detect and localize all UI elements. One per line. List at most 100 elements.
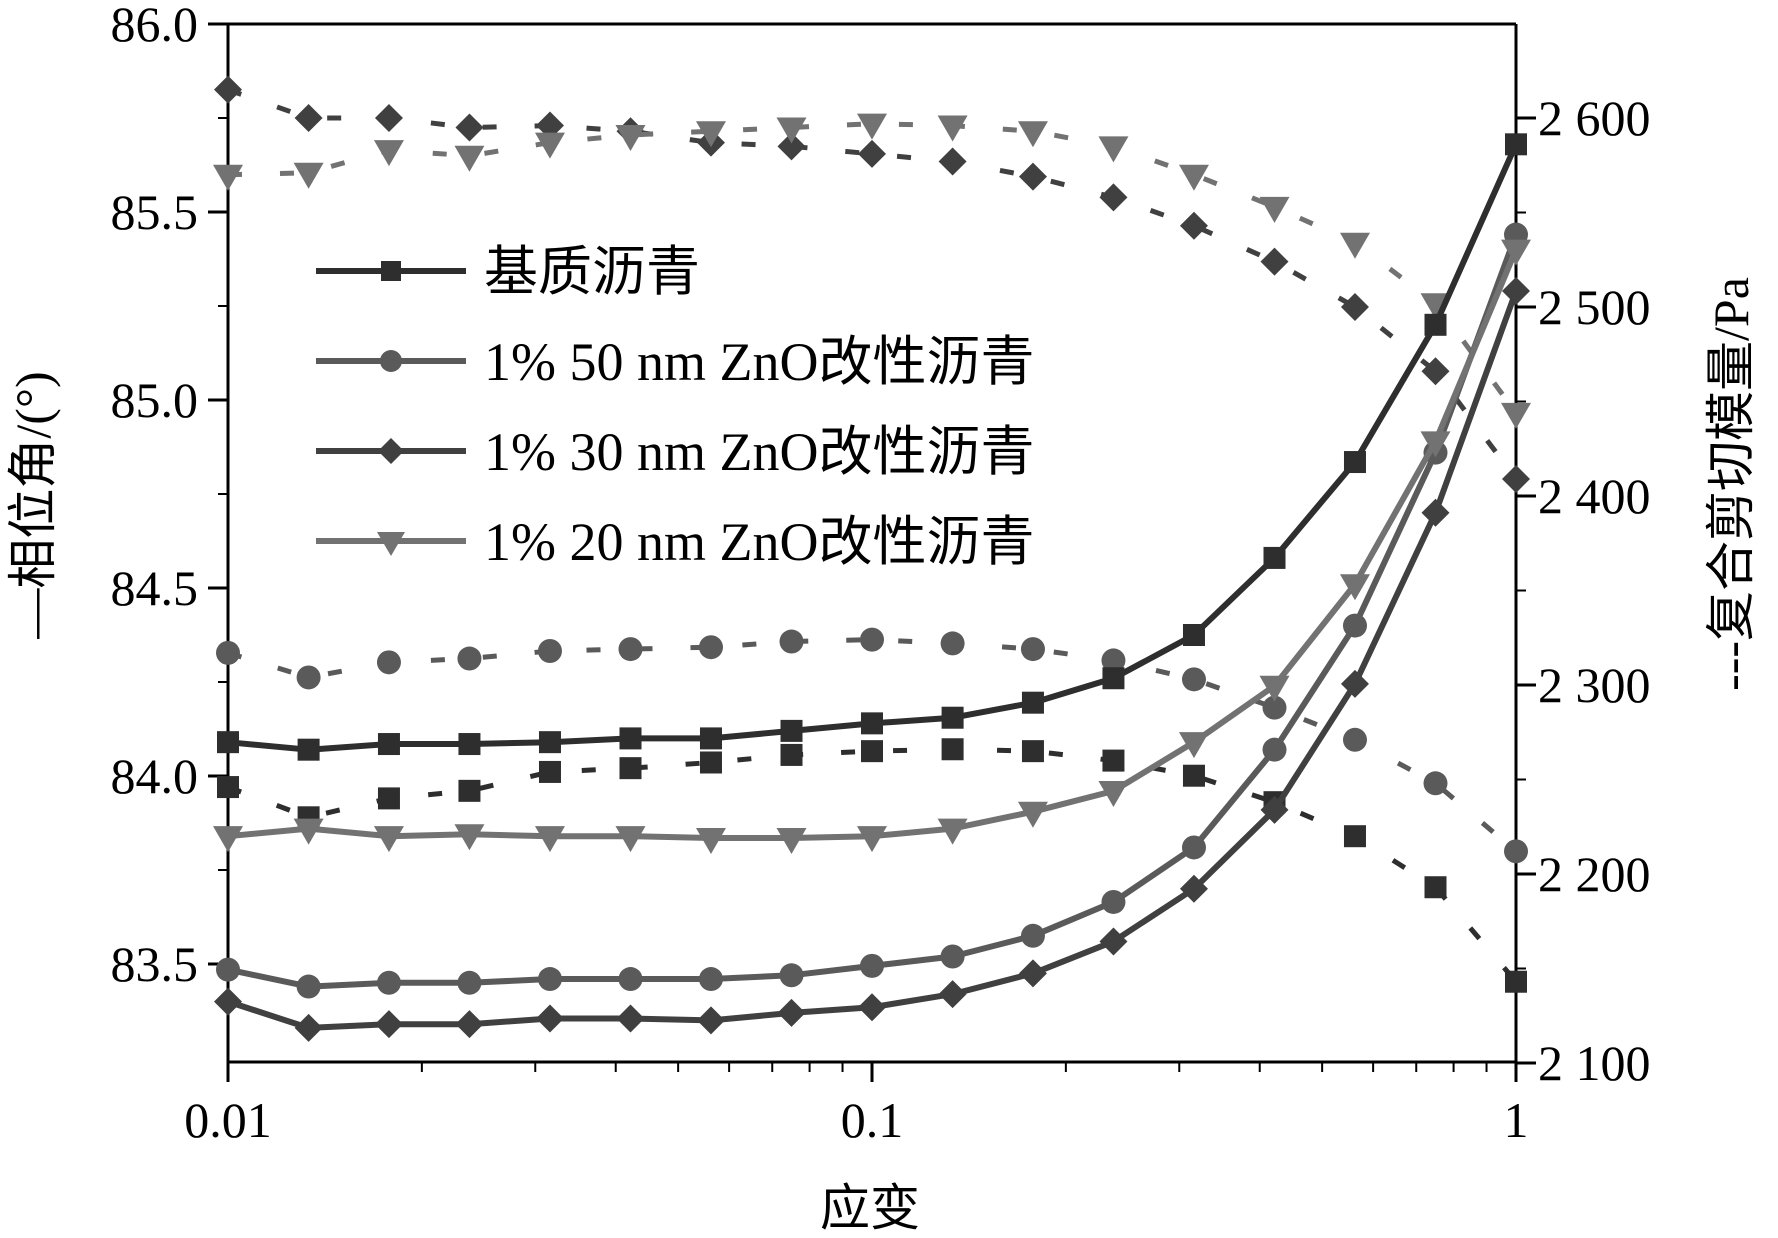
y-axis-title-right: ---复合剪切模量/Pa	[1703, 277, 1759, 691]
axes-frame: 0.01 0.1 1 83.5 84.0 84.5 85.0 85.5 86.0 2 100 2 2…	[111, 0, 1651, 1148]
square-marker-icon	[1102, 667, 1125, 690]
triangle-down-marker-icon	[534, 132, 565, 159]
legend-item: 1% 30 nm ZnO改性沥青	[316, 422, 1034, 482]
legend-item: 基质沥青	[316, 242, 700, 302]
legend-item: 1% 50 nm ZnO改性沥青	[316, 332, 1034, 392]
diamond-marker-icon	[777, 132, 806, 161]
diamond-marker-icon	[294, 1013, 323, 1042]
circle-marker-icon	[1423, 771, 1448, 796]
triangle-down-marker-icon	[1339, 574, 1370, 601]
diamond-marker-icon	[1340, 293, 1369, 321]
triangle-down-marker-icon	[776, 828, 807, 855]
y-left-tick-label: 83.5	[111, 936, 199, 992]
diamond-marker-icon	[294, 104, 323, 132]
circle-marker-icon	[296, 974, 321, 999]
diamond-marker-icon	[938, 980, 967, 1009]
y-axis-title-left: —相位角/(°)	[5, 371, 61, 639]
circle-marker-icon	[1262, 737, 1287, 762]
triangle-down-marker-icon	[695, 121, 726, 148]
y-left-tick-label: 84.0	[111, 748, 199, 804]
series-6	[214, 75, 1530, 493]
diamond-marker-icon	[858, 139, 886, 168]
square-marker-icon	[1424, 876, 1447, 899]
x-tick-label: 1	[1504, 1092, 1529, 1148]
circle-marker-icon	[537, 967, 562, 992]
triangle-down-marker-icon	[615, 826, 646, 853]
triangle-down-marker-icon	[1420, 293, 1451, 320]
square-marker-icon	[1343, 451, 1366, 474]
diamond-marker-icon	[1179, 874, 1208, 903]
circle-marker-icon	[618, 967, 643, 992]
triangle-down-marker-icon	[1017, 801, 1048, 828]
y-left-tick-label: 85.5	[111, 184, 199, 240]
x-axis-title: 应变	[820, 1180, 920, 1236]
diamond-marker-icon	[1421, 357, 1450, 386]
diamond-marker-icon	[1018, 959, 1047, 988]
square-marker-icon	[1343, 825, 1366, 848]
triangle-down-marker-icon	[377, 532, 405, 556]
square-marker-icon	[377, 733, 400, 756]
square-marker-icon	[941, 738, 964, 761]
square-marker-icon	[377, 787, 400, 810]
circle-marker-icon	[698, 635, 723, 660]
circle-marker-icon	[1181, 667, 1206, 692]
circle-marker-icon	[1342, 613, 1367, 638]
diamond-marker-icon	[1018, 162, 1047, 191]
square-marker-icon	[1182, 764, 1205, 787]
diamond-marker-icon	[214, 987, 242, 1016]
dashed-series-line	[227, 746, 1518, 984]
circle-marker-icon	[698, 967, 723, 992]
diamond-marker-icon	[455, 1010, 484, 1039]
circle-marker-icon	[457, 970, 482, 995]
triangle-down-marker-icon	[1339, 232, 1370, 259]
square-marker-icon	[861, 712, 883, 735]
legend-item: 1% 20 nm ZnO改性沥青	[316, 512, 1034, 572]
circle-marker-icon	[376, 970, 401, 995]
circle-marker-icon	[1504, 839, 1528, 864]
series-3	[213, 239, 1531, 855]
diamond-marker-icon	[1340, 669, 1369, 698]
triangle-down-marker-icon	[1178, 732, 1209, 759]
diamond-marker-icon	[535, 1004, 564, 1033]
triangle-down-marker-icon	[937, 115, 968, 142]
triangle-down-marker-icon	[776, 117, 807, 144]
circle-marker-icon	[779, 629, 804, 654]
diamond-marker-icon	[1502, 464, 1530, 493]
triangle-down-marker-icon	[937, 818, 968, 845]
triangle-down-marker-icon	[695, 828, 726, 855]
y-left-tick-label: 84.5	[111, 560, 199, 616]
square-marker-icon	[1021, 740, 1044, 763]
circle-marker-icon	[618, 637, 643, 662]
square-marker-icon	[217, 731, 239, 754]
triangle-down-marker-icon	[1501, 239, 1531, 266]
circle-marker-icon	[1262, 695, 1287, 720]
circle-marker-icon	[1342, 727, 1367, 752]
triangle-down-marker-icon	[1098, 136, 1129, 163]
diamond-marker-icon	[1260, 795, 1289, 824]
diamond-marker-icon	[378, 438, 404, 464]
square-marker-icon	[699, 751, 722, 774]
diamond-marker-icon	[696, 1006, 725, 1035]
circle-marker-icon	[457, 646, 482, 671]
triangle-down-marker-icon	[1259, 196, 1290, 223]
dashed-series-line	[227, 87, 1519, 481]
triangle-down-marker-icon	[213, 826, 243, 853]
series-7	[213, 113, 1531, 429]
circle-marker-icon	[940, 944, 965, 969]
triangle-down-marker-icon	[293, 162, 324, 189]
square-marker-icon	[780, 719, 803, 742]
y-left-tick-label: 85.0	[111, 372, 199, 428]
diamond-marker-icon	[374, 104, 403, 132]
x-tick-label: 0.01	[184, 1092, 272, 1148]
diamond-marker-icon	[1421, 498, 1450, 527]
y-right-tick-label: 2 500	[1538, 279, 1651, 335]
circle-marker-icon	[1181, 835, 1206, 860]
triangle-down-marker-icon	[1098, 781, 1129, 808]
y-right-tick-label: 2 200	[1538, 846, 1651, 902]
square-marker-icon	[217, 776, 239, 799]
square-marker-icon	[941, 706, 964, 729]
square-marker-icon	[381, 261, 401, 281]
legend-label: 基质沥青	[484, 242, 700, 302]
triangle-down-marker-icon	[454, 824, 485, 851]
